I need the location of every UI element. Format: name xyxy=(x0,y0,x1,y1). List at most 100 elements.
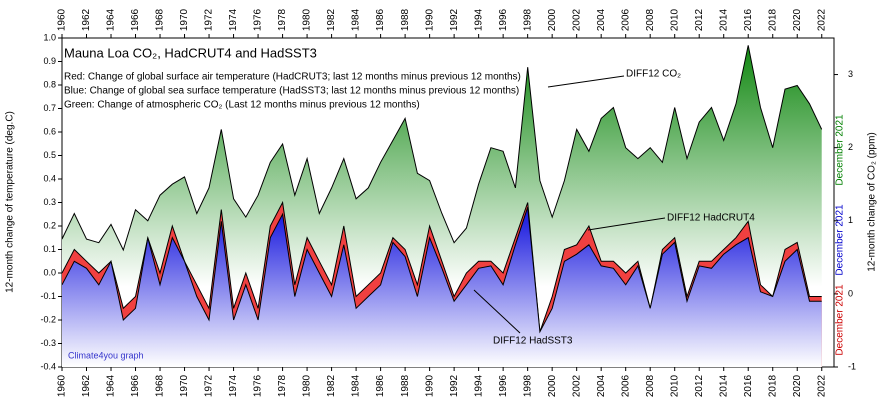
chart-title: Mauna Loa CO₂, HadCRUT4 and HadSST3 xyxy=(64,45,317,60)
y-tick-label: -0.1 xyxy=(40,291,56,301)
x-tick-label: 1988 xyxy=(400,374,411,397)
y-tick-label: 0.5 xyxy=(43,150,56,160)
x-tick-label: 2020 xyxy=(792,374,803,397)
x-tick-label: 1962 xyxy=(81,8,92,31)
y-tick-label: 1.0 xyxy=(43,32,56,42)
y-tick-label: 0.6 xyxy=(43,126,56,136)
arrow xyxy=(547,75,625,88)
y-tick-label: -0.4 xyxy=(40,361,56,371)
x-tick-label: 1992 xyxy=(449,8,460,31)
credit: Climate4you graph xyxy=(68,350,144,360)
x-tick-label: 1962 xyxy=(81,374,92,397)
note: Red: Change of global surface air temper… xyxy=(64,72,521,83)
x-tick-label: 1978 xyxy=(277,8,288,31)
x-tick-label: 1968 xyxy=(155,374,166,397)
x-tick-label: 1970 xyxy=(179,8,190,31)
x-tick-label: 1996 xyxy=(498,374,509,397)
x-tick-label: 1996 xyxy=(498,8,509,31)
y2-tick-label: -1 xyxy=(848,361,856,371)
x-tick-label: 1972 xyxy=(204,374,215,397)
x-tick-label: 2020 xyxy=(792,8,803,31)
x-tick-label: 1982 xyxy=(326,8,337,31)
note: Blue: Change of global sea surface tempe… xyxy=(64,86,519,97)
x-tick-label: 1966 xyxy=(130,374,141,397)
arrow xyxy=(473,289,521,334)
x-tick-label: 1988 xyxy=(400,8,411,31)
x-tick-label: 1978 xyxy=(277,374,288,397)
line xyxy=(61,207,822,334)
x-tick-label: 2000 xyxy=(547,374,558,397)
x-tick-label: 2022 xyxy=(816,8,827,31)
x-tick-label: 2004 xyxy=(596,8,607,31)
x-tick-label: 2002 xyxy=(571,8,582,31)
x-tick-label: 2016 xyxy=(743,8,754,31)
x-tick-label: 2022 xyxy=(816,374,827,397)
x-tick-label: 1980 xyxy=(302,8,313,31)
end-label: December 2021 xyxy=(835,284,846,356)
y2-tick-label: 3 xyxy=(848,69,853,79)
x-tick-label: 1998 xyxy=(522,374,533,397)
y-tick-label: -0.3 xyxy=(40,338,56,348)
note: Green: Change of atmospheric CO₂ (Last 1… xyxy=(64,100,420,111)
y-tick-label: 0.0 xyxy=(43,267,56,277)
x-tick-label: 1994 xyxy=(473,374,484,397)
x-tick-label: 1964 xyxy=(106,374,117,397)
x-tick-label: 1992 xyxy=(449,374,460,397)
x-tick-label: 2000 xyxy=(547,8,558,31)
x-tick-label: 2018 xyxy=(767,374,778,397)
y2-tick-label: 1 xyxy=(848,215,853,225)
y-tick-label: 0.3 xyxy=(43,197,56,207)
y-tick-label: 0.2 xyxy=(43,220,56,230)
x-tick-label: 2002 xyxy=(571,374,582,397)
annotation: DIFF12 HadSST3 xyxy=(493,336,573,347)
x-tick-label: 1990 xyxy=(424,8,435,31)
x-tick-label: 2008 xyxy=(645,8,656,31)
x-tick-label: 1976 xyxy=(253,8,264,31)
x-tick-label: 1972 xyxy=(204,8,215,31)
x-tick-label: 1982 xyxy=(326,374,337,397)
x-tick-label: 1960 xyxy=(57,8,68,31)
x-tick-label: 2006 xyxy=(620,374,631,397)
arrow xyxy=(587,217,666,231)
y-tick-label: 0.8 xyxy=(43,79,56,89)
end-label: December 2021 xyxy=(835,204,846,276)
x-tick-label: 2010 xyxy=(669,8,680,31)
y-tick-label: 0.7 xyxy=(43,103,56,113)
x-tick-label: 2016 xyxy=(743,374,754,397)
x-tick-label: 2004 xyxy=(596,374,607,397)
x-tick-label: 1984 xyxy=(351,374,362,397)
x-tick-label: 1966 xyxy=(130,8,141,31)
area xyxy=(62,207,822,367)
x-tick-label: 2012 xyxy=(694,374,705,397)
x-tick-label: 1990 xyxy=(424,374,435,397)
end-label: December 2021 xyxy=(835,114,846,186)
x-tick-label: 1964 xyxy=(106,8,117,31)
x-tick-label: 1998 xyxy=(522,8,533,31)
x-tick-label: 1960 xyxy=(57,374,68,397)
y-tick-label: -0.2 xyxy=(40,314,56,324)
x-tick-label: 1994 xyxy=(473,8,484,31)
x-tick-label: 2006 xyxy=(620,8,631,31)
x-tick-label: 2012 xyxy=(694,8,705,31)
y2-tick-label: 2 xyxy=(848,142,853,152)
x-tick-label: 2010 xyxy=(669,374,680,397)
y2-tick-label: 0 xyxy=(848,288,853,298)
x-tick-label: 2014 xyxy=(718,374,729,397)
annotation: DIFF12 HadCRUT4 xyxy=(667,213,755,224)
y-tick-label: 0.4 xyxy=(43,173,56,183)
x-tick-label: 2014 xyxy=(718,8,729,31)
x-tick-label: 1986 xyxy=(375,8,386,31)
y2-axis-label: 12-month change of CO₂ (ppm) xyxy=(867,132,878,272)
y-axis-label: 12-month change of temperature (deg.C) xyxy=(5,111,16,293)
y-tick-label: 0.9 xyxy=(43,56,56,66)
x-tick-label: 1970 xyxy=(179,374,190,397)
x-tick-label: 1974 xyxy=(228,374,239,397)
x-tick-label: 1976 xyxy=(253,374,264,397)
line xyxy=(61,45,823,252)
x-tick-label: 1984 xyxy=(351,8,362,31)
annotation: DIFF12 CO₂ xyxy=(626,69,681,80)
x-tick-label: 2018 xyxy=(767,8,778,31)
x-tick-label: 2008 xyxy=(645,374,656,397)
x-tick-label: 1974 xyxy=(228,8,239,31)
